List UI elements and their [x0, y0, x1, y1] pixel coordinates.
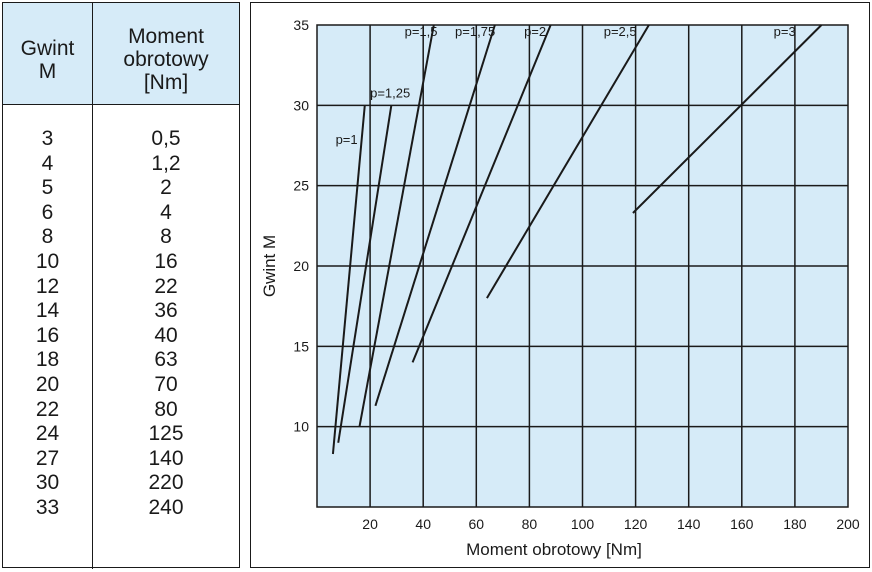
- table-row: 24 125: [3, 422, 239, 447]
- series-line: [632, 24, 823, 214]
- table-row: 16 40: [3, 324, 239, 349]
- cell-torque: 63: [154, 348, 178, 372]
- header-thread-line: M: [38, 60, 57, 83]
- header-torque-line: Moment: [128, 25, 204, 48]
- series-line: [486, 24, 650, 299]
- cell-thread: 4: [41, 151, 54, 175]
- table-row: 27 140: [3, 447, 239, 472]
- cell-torque: 40: [154, 323, 178, 347]
- x-tick-label: 20: [362, 516, 378, 532]
- cell-torque: 1,2: [151, 151, 181, 175]
- cell-thread: 12: [35, 274, 60, 298]
- y-tick-labels: 10 15 20 25 30 35: [293, 17, 309, 435]
- cell-thread: 6: [41, 200, 54, 224]
- cell-thread: 3: [41, 127, 54, 150]
- cell-torque: 4: [160, 200, 172, 224]
- cell-torque: 0,5: [151, 127, 181, 150]
- cell-torque: 8: [160, 225, 172, 249]
- series-line: [374, 24, 496, 407]
- y-tick-label: 35: [293, 17, 309, 33]
- x-tick-label: 180: [783, 516, 807, 532]
- cell-thread: 14: [35, 299, 60, 323]
- series-label: p=2,5: [604, 24, 637, 39]
- header-torque-line: obrotowy: [123, 48, 209, 71]
- x-tick-label: 80: [522, 516, 538, 532]
- cell-thread: 16: [35, 323, 60, 347]
- cell-thread: 24: [35, 422, 60, 446]
- table-row: 22 80: [3, 398, 239, 423]
- x-axis-label: Moment obrotowy [Nm]: [466, 540, 642, 559]
- cell-thread: 8: [41, 225, 54, 249]
- series-label: p=1,25: [370, 85, 410, 100]
- header-thread: Gwint M: [3, 37, 92, 83]
- table-row: 30 220: [3, 471, 239, 496]
- chart-panel: p=1 p=1,25 p=1,5 p=1,75 p=2 p=2,5 p=3 20 40 60 80…: [250, 2, 870, 568]
- cell-torque: 80: [154, 397, 178, 421]
- x-tick-label: 200: [836, 516, 860, 532]
- grid: [317, 25, 848, 507]
- series-line: [358, 24, 435, 427]
- cell-torque: 16: [154, 249, 178, 273]
- table-row: 33 240: [3, 496, 239, 521]
- cell-thread: 18: [35, 348, 60, 372]
- series-label: p=2: [524, 24, 546, 39]
- series-label: p=1,5: [405, 24, 438, 39]
- torque-chart: p=1 p=1,25 p=1,5 p=1,75 p=2 p=2,5 p=3 20 40 60 80…: [260, 17, 860, 559]
- cell-thread: 5: [41, 176, 54, 200]
- cell-torque: 140: [148, 446, 184, 470]
- table-row: 18 63: [3, 348, 239, 373]
- cell-torque: 240: [148, 495, 184, 519]
- cell-thread: 33: [35, 495, 60, 519]
- series-label: p=1,75: [455, 24, 495, 39]
- x-tick-label: 60: [469, 516, 485, 532]
- x-tick-label: 120: [624, 516, 648, 532]
- cell-thread: 30: [35, 471, 60, 495]
- table-row: 14 36: [3, 299, 239, 324]
- table-row: 20 70: [3, 373, 239, 398]
- cell-thread: 10: [35, 249, 60, 273]
- series-labels: p=1 p=1,25 p=1,5 p=1,75 p=2 p=2,5 p=3: [336, 24, 796, 147]
- series-label: p=1: [336, 132, 358, 147]
- cell-torque: 125: [148, 422, 184, 446]
- y-tick-label: 30: [293, 97, 309, 113]
- cell-torque: 22: [154, 274, 178, 298]
- column-divider: [92, 3, 93, 569]
- y-axis-label: Gwint M: [260, 235, 279, 297]
- x-tick-label: 100: [571, 516, 595, 532]
- cell-torque: 2: [160, 176, 172, 200]
- y-tick-label: 25: [293, 178, 309, 194]
- header-torque: Moment obrotowy [Nm]: [93, 25, 239, 94]
- x-tick-labels: 20 40 60 80 100 120 140 160 180 200: [362, 516, 860, 532]
- table-row: 4 1,2: [3, 152, 239, 177]
- series-lines: [331, 24, 823, 455]
- series-line: [337, 105, 393, 443]
- header-thread-line: Gwint: [20, 37, 75, 60]
- x-tick-label: 140: [677, 516, 701, 532]
- table-row: 3 0,5: [3, 127, 239, 152]
- x-tick-label: 40: [415, 516, 431, 532]
- cell-thread: 22: [35, 397, 60, 421]
- x-tick-label: 160: [730, 516, 754, 532]
- series-label: p=3: [774, 24, 796, 39]
- table-row: 10 16: [3, 250, 239, 275]
- table-body: 3 0,5 4 1,2 5 2 6 4 8 8 10 16 12 22 14 36 16 40 18 63 20 70 22…: [3, 127, 239, 521]
- cell-torque: 220: [148, 471, 184, 495]
- table-header: [3, 3, 239, 105]
- cell-thread: 27: [35, 446, 60, 470]
- header-torque-line: [Nm]: [143, 71, 189, 94]
- cell-thread: 20: [35, 372, 60, 396]
- cell-torque: 70: [154, 372, 178, 396]
- series-line: [411, 24, 552, 363]
- y-tick-label: 10: [293, 419, 309, 435]
- y-tick-label: 20: [293, 258, 309, 274]
- table-row: 12 22: [3, 275, 239, 300]
- series-line: [331, 105, 366, 455]
- y-tick-label: 15: [293, 338, 309, 354]
- cell-torque: 36: [154, 299, 178, 323]
- torque-table: Gwint M Moment obrotowy [Nm] 3 0,5 4 1,2 5 2 6…: [2, 2, 240, 569]
